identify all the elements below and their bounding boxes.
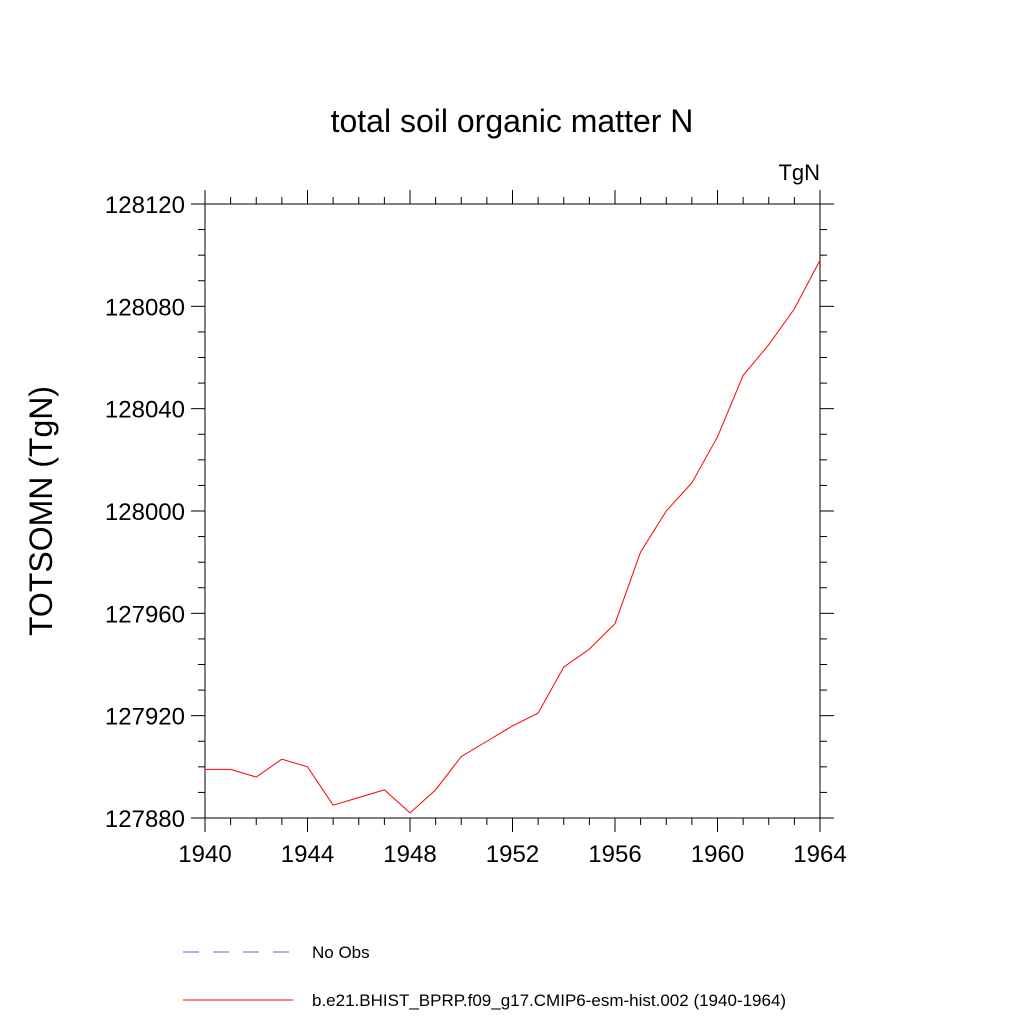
series-line [205, 260, 821, 814]
legend-label: b.e21.BHIST_BPRP.f09_g17.CMIP6-esm-hist.… [312, 991, 786, 1010]
x-tick-label: 1956 [588, 841, 641, 868]
y-tick-label: 127880 [105, 806, 185, 833]
legend: No Obs b.e21.BHIST_BPRP.f09_g17.CMIP6-esm… [183, 943, 786, 1010]
chart-title: total soil organic matter N [331, 103, 694, 139]
y-tick-label: 128040 [105, 397, 185, 424]
x-tick-label: 1952 [486, 841, 539, 868]
axes: 1940 1944 1948 1952 1956 1960 1964 127880 127920… [105, 190, 847, 868]
x-tick-label: 1964 [793, 841, 846, 868]
legend-label: No Obs [312, 943, 370, 962]
x-tick-label: 1948 [383, 841, 436, 868]
units-label: TgN [778, 160, 820, 185]
series-group [205, 260, 821, 814]
y-tick-label: 127920 [105, 704, 185, 731]
y-tick-label: 128000 [105, 499, 185, 526]
x-tick-label: 1960 [691, 841, 744, 868]
x-tick-label: 1944 [281, 841, 334, 868]
x-tick-label: 1940 [178, 841, 231, 868]
y-tick-label: 127960 [105, 601, 185, 628]
y-tick-label: 128080 [105, 294, 185, 321]
y-axis-label: TOTSOMN (TgN) [23, 386, 59, 636]
y-tick-label: 128120 [105, 192, 185, 219]
